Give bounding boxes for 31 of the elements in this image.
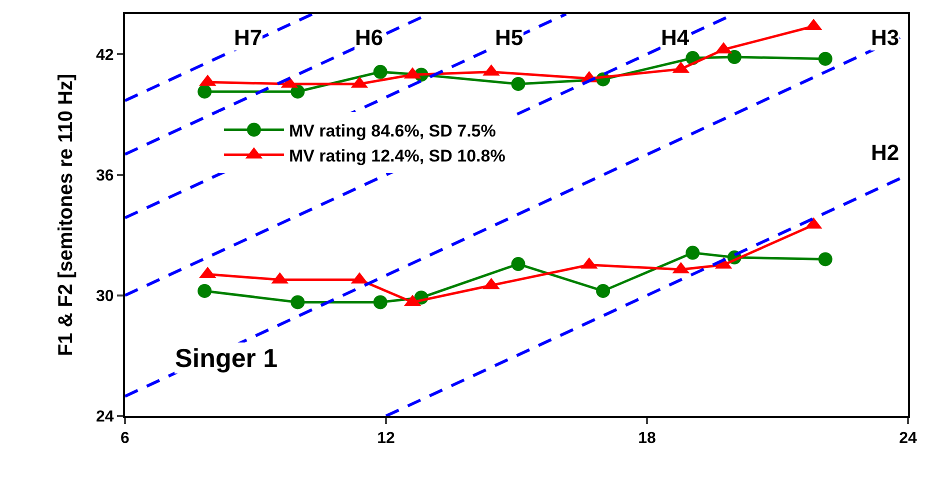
- point: [290, 84, 305, 99]
- point: [290, 295, 305, 310]
- legend-label: MV rating 12.4%, SD 10.8%: [288, 146, 506, 166]
- y-tick-label: 24: [96, 408, 114, 426]
- point: [686, 246, 700, 260]
- annotation: H5: [495, 25, 524, 50]
- point: [373, 64, 388, 79]
- point: [727, 50, 742, 64]
- point: [198, 284, 212, 298]
- annotation: H6: [355, 25, 384, 50]
- x-tick-label: 6: [120, 430, 130, 448]
- annotation: H7: [234, 25, 262, 50]
- annotation: H3: [871, 25, 900, 50]
- point: [511, 76, 526, 91]
- legend-label: MV rating 84.6%, SD 7.5%: [288, 121, 496, 140]
- point: [511, 257, 526, 272]
- annotation: Singer 1: [175, 343, 278, 373]
- y-tick-label: 42: [96, 46, 114, 64]
- y-axis-title: F1 & F2 [semitones re 110 Hz]: [55, 74, 78, 356]
- x-tick-label: 12: [377, 430, 395, 448]
- point: [818, 252, 832, 266]
- y-tick-label: 36: [96, 167, 114, 184]
- point: [818, 52, 832, 66]
- x-tick-label: 18: [638, 430, 656, 448]
- point: [198, 84, 212, 99]
- point: [596, 284, 610, 298]
- y-tick-label: 30: [96, 288, 114, 305]
- annotation: H2: [871, 140, 900, 165]
- annotation: H4: [661, 25, 690, 50]
- point: [373, 295, 388, 310]
- x-tick-label: 24: [899, 430, 917, 448]
